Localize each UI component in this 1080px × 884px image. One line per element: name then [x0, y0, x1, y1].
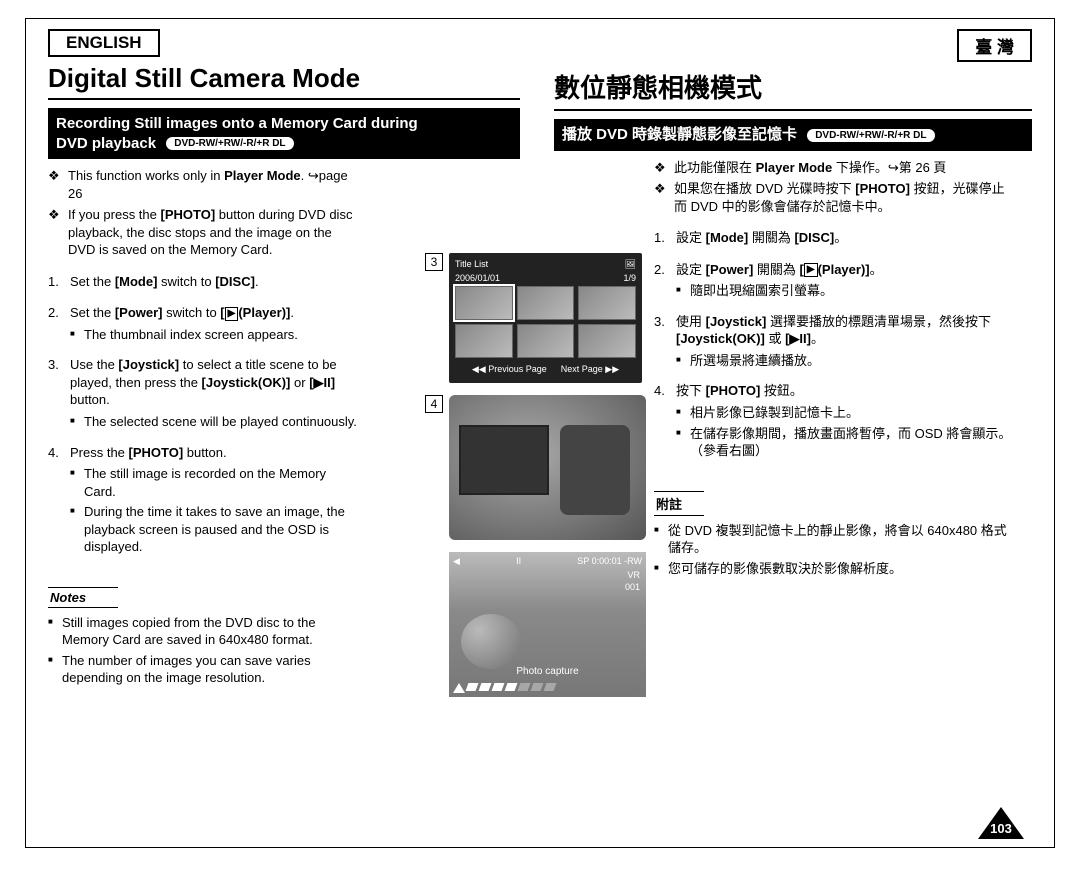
lcd-mode-icon: 🖼 [625, 259, 636, 270]
step-item: 3.使用 [Joystick] 選擇要播放的標題清單場景，然後按下 [Joyst… [654, 313, 1014, 348]
note-item: ■從 DVD 複製到記憶卡上的靜止影像，將會以 640x480 格式儲存。 [654, 522, 1014, 557]
osd-time: 0:00:01 [592, 556, 622, 566]
osd-media: -RW [624, 556, 642, 566]
step-sub-item: ■The selected scene will be played conti… [70, 413, 358, 431]
notes-header-zh: 附註 [654, 491, 704, 516]
bullet-item: ❖This function works only in Player Mode… [48, 167, 358, 202]
lcd-thumbnail-grid [455, 286, 636, 358]
subhead-en: Recording Still images onto a Memory Car… [48, 108, 520, 159]
step-sub-item: ■The thumbnail index screen appears. [70, 326, 358, 344]
progress-cursor-icon [453, 683, 465, 693]
steps-zh: 1.設定 [Mode] 開關為 [DISC]。 2.設定 [Power] 開關為 … [654, 229, 1014, 472]
subhead-line2: DVD playback [56, 135, 156, 152]
subhead-zh: 播放 DVD 時錄製靜態影像至記憶卡 DVD-RW/+RW/-R/+R DL [554, 119, 1032, 151]
lcd-prev: ◀◀ Previous Page [472, 364, 547, 375]
osd-caption: Photo capture [449, 666, 646, 677]
step-sub-item: ■隨即出現縮圖索引螢幕。 [676, 282, 1014, 300]
bullet-item: ❖如果您在播放 DVD 光碟時按下 [PHOTO] 按鈕，光碟停止而 DVD 中… [654, 180, 1014, 215]
subhead-line1: Recording Still images onto a Memory Car… [56, 115, 418, 132]
lang-label-en: ENGLISH [48, 29, 160, 57]
intro-bullets-zh: ❖此功能僅限在 Player Mode 下操作。↪第 26 頁 ❖如果您在播放 D… [654, 159, 1014, 216]
manual-page: ENGLISH Digital Still Camera Mode Record… [25, 18, 1055, 848]
step-item: 4.按下 [PHOTO] 按鈕。 [654, 382, 1014, 400]
step-item: 2.Set the [Power] switch to [▶(Player)]. [48, 304, 358, 322]
figures-column: 3 Title List 🖼 2006/01/01 1/9 [425, 253, 655, 697]
title-zh: 數位靜態相機模式 [554, 68, 1032, 111]
note-item: ■The number of images you can save varie… [48, 652, 358, 687]
camera-illustration [449, 395, 646, 540]
figure-3-number: 3 [425, 253, 443, 271]
playback-osd-screen: ◀ II SP 0:00:01 -RW VR 001 Photo capture [449, 552, 646, 697]
osd-left-icon: ◀ [453, 556, 460, 567]
camera-screen [459, 425, 549, 495]
figure-4-number: 4 [425, 395, 443, 413]
osd-pause-icon: II [516, 556, 521, 567]
body-zh: ❖此功能僅限在 Player Mode 下操作。↪第 26 頁 ❖如果您在播放 D… [654, 159, 1014, 578]
note-item: ■Still images copied from the DVD disc t… [48, 614, 358, 649]
lang-label-zh: 臺 灣 [957, 29, 1032, 62]
intro-bullets-en: ❖This function works only in Player Mode… [48, 167, 358, 259]
osd-count: 001 [625, 582, 640, 594]
lcd-counter: 1/9 [623, 273, 636, 283]
step-sub-item: ■所選場景將連續播放。 [676, 352, 1014, 370]
subhead-text-zh: 播放 DVD 時錄製靜態影像至記憶卡 [562, 126, 797, 143]
figure-3: 3 Title List 🖼 2006/01/01 1/9 [425, 253, 642, 383]
osd-vr: VR [625, 570, 640, 582]
step-sub-item: ■During the time it takes to save an ima… [70, 503, 358, 556]
step-item: 3.Use the [Joystick] to select a title s… [48, 356, 358, 409]
lcd-thumbnail-screen: Title List 🖼 2006/01/01 1/9 ◀◀ Previous [449, 253, 642, 383]
notes-zh: ■從 DVD 複製到記憶卡上的靜止影像，將會以 640x480 格式儲存。 ■您可… [654, 522, 1014, 578]
lcd-next: Next Page ▶▶ [561, 364, 619, 375]
lcd-thumb [455, 324, 513, 358]
disc-badge-zh: DVD-RW/+RW/-R/+R DL [807, 129, 934, 142]
progress-bar [467, 683, 555, 691]
disc-badge: DVD-RW/+RW/-R/+R DL [166, 137, 293, 150]
figure-4: 4 [425, 395, 646, 540]
lcd-thumb [578, 286, 636, 320]
bullet-item: ❖此功能僅限在 Player Mode 下操作。↪第 26 頁 [654, 159, 1014, 177]
lcd-title: Title List [455, 259, 488, 270]
figure-playback: ◀ II SP 0:00:01 -RW VR 001 Photo capture [425, 552, 646, 697]
step-item: 4.Press the [PHOTO] button. [48, 444, 358, 462]
osd-sp: SP [577, 556, 589, 566]
lcd-thumb [517, 324, 575, 358]
steps-en: 1.Set the [Mode] switch to [DISC]. 2.Set … [48, 273, 358, 569]
note-item: ■您可儲存的影像張數取決於影像解析度。 [654, 560, 1014, 578]
step-sub-item: ■The still image is recorded on the Memo… [70, 465, 358, 500]
bullet-item: ❖If you press the [PHOTO] button during … [48, 206, 358, 259]
lcd-date: 2006/01/01 [455, 273, 500, 283]
lcd-thumb [578, 324, 636, 358]
lcd-thumb [517, 286, 575, 320]
title-en: Digital Still Camera Mode [48, 63, 520, 100]
step-item: 1.設定 [Mode] 開關為 [DISC]。 [654, 229, 1014, 247]
lcd-thumb [455, 286, 513, 320]
camera-body [560, 425, 630, 515]
notes-en: ■Still images copied from the DVD disc t… [48, 614, 358, 687]
page-number: 103 [978, 807, 1024, 839]
notes-header-en: Notes [48, 587, 118, 608]
page-number-text: 103 [990, 821, 1012, 836]
step-item: 1.Set the [Mode] switch to [DISC]. [48, 273, 358, 291]
step-sub-item: ■相片影像已錄製到記憶卡上。 [676, 404, 1014, 422]
body-en: ❖This function works only in Player Mode… [48, 167, 358, 687]
osd-image [461, 614, 521, 669]
step-sub-item: ■在儲存影像期間，播放畫面將暫停，而 OSD 將會顯示。（參看右圖） [676, 425, 1014, 460]
step-item: 2.設定 [Power] 開關為 [▶(Player)]。 [654, 261, 1014, 279]
